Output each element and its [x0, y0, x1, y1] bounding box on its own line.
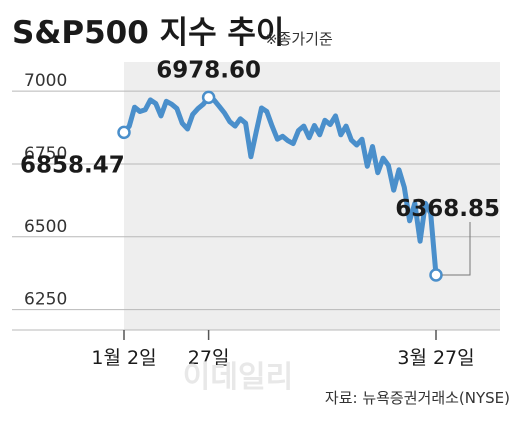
data-label-start: 6858.47: [20, 152, 125, 178]
data-label-peak: 6978.60: [156, 57, 261, 83]
y-tick-label: 7000: [24, 71, 67, 91]
source-note: 자료: 뉴욕증권거래소(NYSE): [325, 389, 510, 407]
series-layer: [117, 90, 443, 282]
leader-line: [442, 222, 471, 276]
x-tick-label: 3월 27일: [397, 347, 474, 369]
x-tick-layer: 1월 2일 27일 3월 27일: [12, 329, 500, 369]
grid-layer: [12, 90, 500, 311]
data-label-end: 6368.85: [395, 196, 500, 222]
x-tick-label: 27일: [188, 347, 230, 369]
plot-background: [124, 62, 500, 330]
basis-note: ※종가기준: [265, 30, 333, 48]
y-tick-layer: 6250 6500 6750 7000: [24, 71, 67, 309]
data-point-marker: [201, 90, 216, 105]
data-label-layer: 6858.47 6978.60 6368.85: [20, 57, 500, 276]
data-point-marker: [429, 268, 443, 282]
x-tick-label: 1월 2일: [91, 347, 156, 369]
series-line: [121, 94, 439, 278]
chart-title: S&P500 지수 추이: [12, 15, 284, 51]
watermark: 이데일리: [183, 360, 293, 395]
y-tick-label: 6500: [24, 217, 67, 237]
y-tick-label: 6250: [24, 290, 67, 310]
data-point-marker: [117, 125, 131, 140]
y-tick-label: 6750: [24, 144, 67, 164]
